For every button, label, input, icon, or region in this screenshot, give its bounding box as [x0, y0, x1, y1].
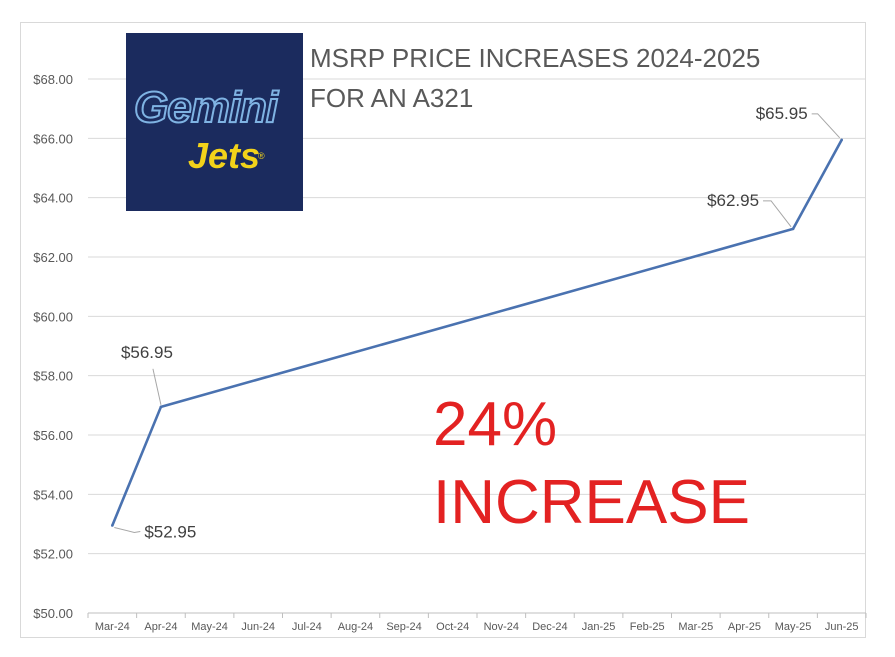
data-point	[791, 227, 795, 231]
x-tick-label: Aug-24	[338, 621, 373, 633]
x-tick-label: Jul-24	[292, 621, 322, 633]
x-tick-label: Sep-24	[386, 621, 421, 633]
increase-annotation: 24% INCREASE	[433, 386, 750, 542]
x-tick-label: Apr-24	[144, 621, 177, 633]
data-label: $56.95	[121, 343, 173, 362]
x-tick-label: Nov-24	[484, 621, 519, 633]
x-tick-label: Apr-25	[728, 621, 761, 633]
chart-title: MSRP PRICE INCREASES 2024-2025 FOR AN A3…	[310, 38, 760, 118]
y-tick-label: $60.00	[33, 309, 73, 324]
y-tick-label: $58.00	[33, 369, 73, 384]
x-tick-label: Feb-25	[630, 621, 665, 633]
x-tick-label: Dec-24	[532, 621, 567, 633]
data-label: $52.95	[144, 522, 196, 541]
annotation-word: INCREASE	[433, 468, 750, 537]
axes: $50.00 $52.00 $54.00 $56.00 $58.00 $60.00 $62.…	[33, 72, 867, 633]
chart-title-line-1: MSRP PRICE INCREASES 2024-2025	[310, 43, 761, 73]
x-tick-label: Mar-25	[678, 621, 713, 633]
x-tick-label: Oct-24	[436, 621, 469, 633]
leader-line	[763, 200, 792, 228]
leader-line	[152, 368, 162, 405]
leader-line	[811, 113, 841, 139]
data-point	[159, 405, 163, 409]
data-point	[111, 524, 114, 527]
x-tick-label: May-24	[191, 621, 228, 633]
data-labels: $52.95 $56.95 $62.95 $65.95	[114, 104, 841, 541]
registered-mark-icon: ®	[258, 151, 265, 161]
y-tick-label: $64.00	[33, 191, 73, 206]
y-tick-label: $56.00	[33, 428, 73, 443]
y-tick-label: $62.00	[33, 250, 73, 265]
data-label: $62.95	[707, 191, 759, 210]
y-tick-label: $66.00	[33, 131, 73, 146]
leader-line	[114, 526, 141, 533]
y-tick-label: $54.00	[33, 487, 73, 502]
chart-title-line-2: FOR AN A321	[310, 83, 474, 113]
x-tick-label: Jan-25	[582, 621, 616, 633]
logo-word-gemini: Gemini	[133, 82, 279, 133]
x-tick-label: Jun-25	[825, 621, 859, 633]
logo-word-jets: Jets	[188, 135, 261, 176]
series	[111, 138, 843, 527]
y-tick-label: $68.00	[33, 72, 73, 87]
y-tick-label: $52.00	[33, 547, 73, 562]
gemini-jets-logo: Gemini Jets ®	[126, 33, 303, 211]
data-label: $65.95	[756, 104, 808, 123]
data-point	[840, 138, 843, 142]
annotation-percent: 24%	[433, 390, 558, 459]
x-tick-label: Jun-24	[241, 621, 275, 633]
x-tick-label: May-25	[775, 621, 812, 633]
series-line	[111, 139, 843, 526]
x-tick-label: Mar-24	[95, 621, 130, 633]
y-tick-label: $50.00	[33, 606, 73, 621]
